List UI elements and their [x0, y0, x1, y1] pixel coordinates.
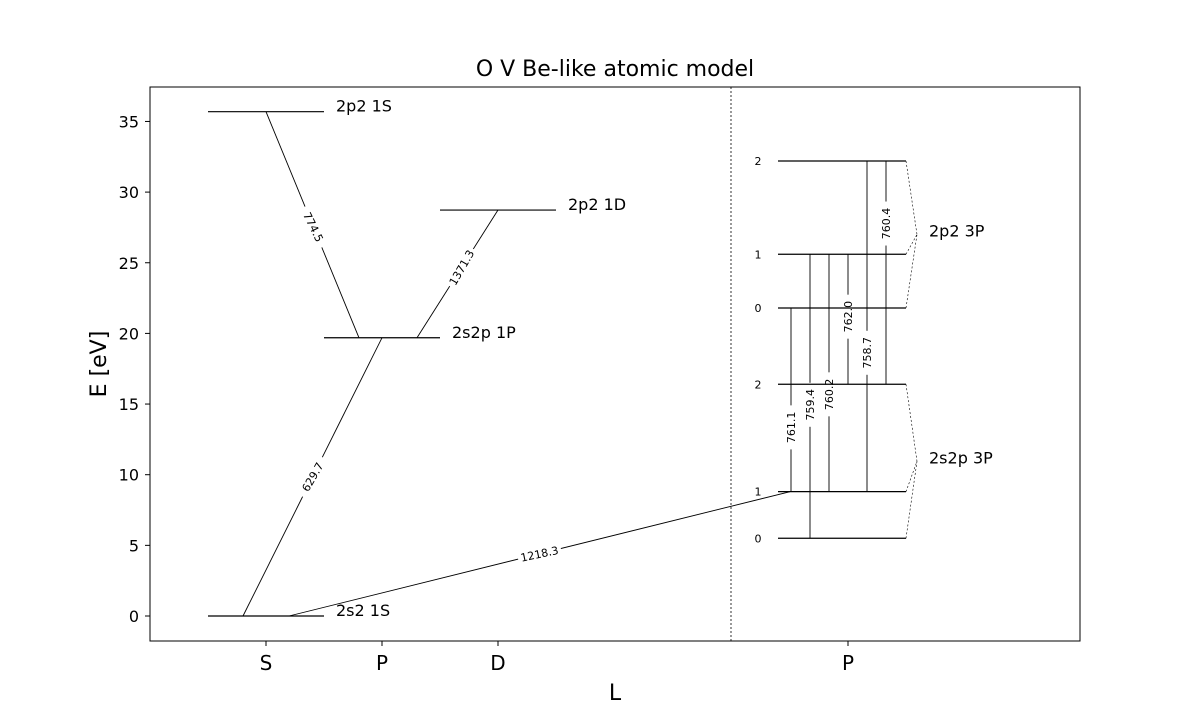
- transition-1371-3-label-bg: [442, 243, 477, 290]
- transition-774-5-label-bg: [299, 203, 332, 249]
- transition-762-0-label-bg: [839, 294, 853, 339]
- term-label: 2p2 3P: [929, 221, 985, 240]
- term-label: 2s2 1S: [336, 601, 390, 620]
- y-tick-label: 25: [119, 254, 139, 273]
- j-label: 1: [755, 486, 762, 499]
- fine-structure-connector: [905, 384, 918, 462]
- transition-1371-3-label-group: 1371.3: [442, 243, 477, 290]
- transition-1218-3-label-group: 1218.3: [516, 540, 563, 565]
- y-tick-label: 0: [129, 607, 139, 626]
- fine-structure-connector: [905, 461, 918, 492]
- transition-759-4-label-group: 759.4: [801, 382, 817, 427]
- term-label: 2p2 1S: [336, 97, 392, 116]
- transition-760-2-label-group: 760.2: [820, 372, 836, 417]
- transition-760-4-label-group: 760.4: [877, 201, 893, 246]
- transition-1218-3-label-bg: [516, 540, 563, 564]
- y-tick-label: 35: [119, 112, 139, 131]
- y-axis-label: E [eV]: [87, 331, 112, 398]
- j-label: 0: [755, 532, 762, 545]
- fine-structure-connector: [905, 234, 918, 309]
- energy-levels: 0 1 2 0 1 2: [208, 111, 918, 617]
- y-tick-label: 5: [129, 536, 139, 555]
- transition-629-7-label-group: 629.7: [293, 453, 328, 499]
- transition-774-5-label-group: 774.5: [299, 203, 332, 249]
- term-label: 2s2p 1P: [452, 323, 516, 342]
- transition-760-4-label: 760.4: [880, 208, 893, 240]
- x-tick-label: D: [490, 651, 505, 675]
- plot-frame: [149, 86, 1081, 642]
- x-tick-label: P: [842, 651, 854, 675]
- y-axis: 0 5 10 15 20 25 30 35: [119, 112, 150, 626]
- transition-762-0-label: 762.0: [842, 301, 855, 333]
- x-tick-label: P: [376, 651, 388, 675]
- term-label: 2p2 1D: [568, 195, 626, 214]
- y-tick-label: 30: [119, 183, 139, 202]
- transition-761-1-label-bg: [782, 405, 796, 450]
- transition-761-1-label-group: 761.1: [782, 405, 798, 450]
- transition-760-2-label: 760.2: [823, 379, 836, 411]
- j-label: 2: [755, 155, 762, 168]
- fine-structure-connector: [905, 160, 918, 235]
- transition-761-1-label: 761.1: [785, 412, 798, 444]
- transition-1218-3-label: 1218.3: [519, 544, 559, 565]
- transition-759-4-label-bg: [801, 382, 815, 427]
- y-tick-label: 10: [119, 466, 139, 485]
- x-tick-label: S: [260, 651, 273, 675]
- transition-762-0-label-group: 762.0: [839, 294, 855, 339]
- term-label: 2s2p 3P: [929, 448, 993, 467]
- transition-758-7-label-bg: [858, 330, 872, 375]
- transition-760-2-label-bg: [820, 372, 834, 417]
- j-label: 0: [755, 302, 762, 315]
- transition-758-7-label: 758.7: [861, 337, 874, 369]
- chart-title: O V Be-like atomic model: [476, 57, 754, 82]
- transition-759-4-label: 759.4: [804, 389, 817, 421]
- fine-structure-connector: [905, 461, 918, 539]
- j-label: 2: [755, 378, 762, 391]
- y-tick-label: 15: [119, 395, 139, 414]
- y-tick-label: 20: [119, 324, 139, 343]
- term-labels: 2s2 1S 2s2p 1P 2p2 1D 2p2 1S 2s2p 3P 2p2 3P: [336, 97, 993, 620]
- transition-629-7-label-bg: [293, 453, 328, 499]
- j-label: 1: [755, 248, 762, 261]
- transition-760-4-label-bg: [877, 201, 891, 246]
- transition-lines: 774.5 1371.3 629.7 1218.3 761.1 759.4 760.2 762…: [242, 111, 893, 617]
- x-axis-label: L: [609, 681, 622, 706]
- transition-758-7-label-group: 758.7: [858, 330, 874, 375]
